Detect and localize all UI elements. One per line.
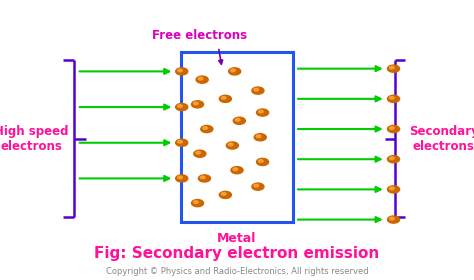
Circle shape <box>388 65 400 72</box>
Circle shape <box>254 184 258 187</box>
Text: Fig: Secondary electron emission: Fig: Secondary electron emission <box>94 246 380 261</box>
Circle shape <box>176 175 188 182</box>
Circle shape <box>193 201 198 204</box>
Circle shape <box>254 88 258 91</box>
Circle shape <box>231 167 243 174</box>
Circle shape <box>221 97 226 99</box>
Circle shape <box>178 176 182 179</box>
Circle shape <box>203 127 208 129</box>
Circle shape <box>390 97 394 99</box>
Circle shape <box>252 183 264 190</box>
Text: Secondary
electrons: Secondary electrons <box>409 125 474 153</box>
Circle shape <box>191 200 203 207</box>
Circle shape <box>256 158 269 165</box>
Bar <box>181 52 293 222</box>
Circle shape <box>196 151 201 154</box>
Circle shape <box>176 139 188 146</box>
Circle shape <box>388 186 400 193</box>
Circle shape <box>258 110 263 113</box>
Circle shape <box>258 160 263 162</box>
Circle shape <box>390 127 394 129</box>
Circle shape <box>191 101 203 108</box>
Circle shape <box>390 66 394 69</box>
Text: Metal: Metal <box>217 232 257 245</box>
Text: Free electrons: Free electrons <box>152 29 247 42</box>
Circle shape <box>193 102 198 105</box>
Circle shape <box>201 176 205 179</box>
Circle shape <box>256 109 269 116</box>
Text: Copyright © Physics and Radio-Electronics, All rights reserved: Copyright © Physics and Radio-Electronic… <box>106 267 368 276</box>
Circle shape <box>176 104 188 111</box>
Circle shape <box>198 77 203 80</box>
Circle shape <box>390 187 394 190</box>
Circle shape <box>176 68 188 75</box>
Circle shape <box>196 76 208 83</box>
Circle shape <box>219 191 231 199</box>
Circle shape <box>388 125 400 133</box>
Circle shape <box>201 125 213 133</box>
Circle shape <box>226 142 238 149</box>
Circle shape <box>233 117 246 124</box>
Circle shape <box>235 118 240 121</box>
Circle shape <box>231 69 235 72</box>
Circle shape <box>194 150 206 157</box>
Circle shape <box>390 217 394 220</box>
Circle shape <box>388 216 400 223</box>
Circle shape <box>390 157 394 160</box>
Circle shape <box>388 95 400 102</box>
Circle shape <box>233 168 237 171</box>
Circle shape <box>254 134 266 141</box>
Circle shape <box>178 105 182 108</box>
Circle shape <box>256 135 261 137</box>
Circle shape <box>221 193 226 195</box>
Circle shape <box>199 175 210 182</box>
Circle shape <box>228 143 233 146</box>
Circle shape <box>388 156 400 163</box>
Circle shape <box>252 87 264 94</box>
Text: High speed
electrons: High speed electrons <box>0 125 69 153</box>
Circle shape <box>219 95 231 102</box>
Circle shape <box>178 140 182 143</box>
Circle shape <box>178 69 182 72</box>
Circle shape <box>228 68 241 75</box>
